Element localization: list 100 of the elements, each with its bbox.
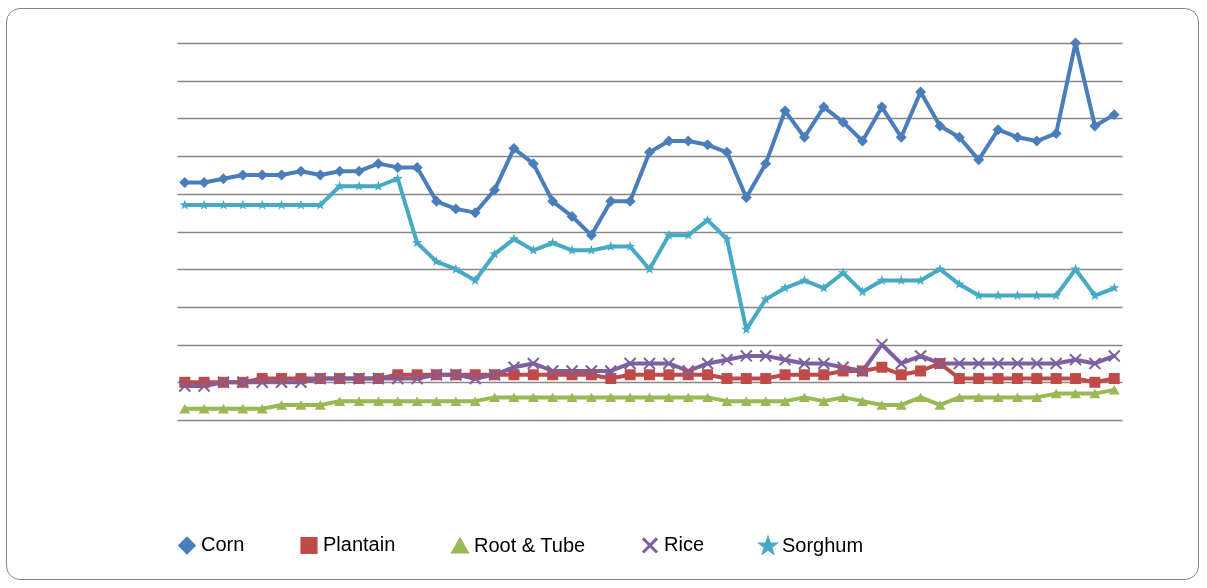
point [643,356,656,370]
point [876,361,888,373]
point [701,356,715,370]
point [1070,373,1081,385]
point [663,392,675,403]
point [547,392,559,403]
point [992,124,1004,136]
point [759,349,773,363]
point [1109,282,1120,293]
point [837,116,849,128]
point [644,392,655,403]
point [624,392,636,403]
point [584,364,598,378]
point [720,353,734,367]
point [1031,392,1043,403]
point [992,392,1004,403]
point [1089,376,1101,388]
point [895,400,907,410]
point [585,392,597,403]
point [410,372,424,386]
point [934,120,946,132]
point [1030,356,1044,370]
point [683,229,694,240]
point [1010,356,1024,370]
point [644,369,655,381]
point [953,131,965,143]
point [779,396,791,406]
point [547,195,559,207]
point [992,373,1004,385]
point [1108,109,1120,121]
point [915,365,927,377]
point [1070,388,1081,399]
point [1108,385,1120,395]
point [469,207,481,219]
legend-label: Sorghum [782,534,864,557]
point [1089,120,1101,132]
point [275,375,289,389]
point [1049,356,1063,370]
point [973,392,985,403]
point [760,396,772,406]
point [799,275,810,285]
point [721,146,733,158]
legend-label: Plantain [323,533,396,556]
point [256,403,268,414]
point [952,356,966,370]
point [740,192,752,204]
point [876,101,888,113]
point [837,392,849,403]
point [565,364,579,378]
point [334,396,346,406]
point [798,369,810,381]
point [991,356,1005,370]
point [566,392,578,403]
point [953,392,965,403]
point [896,275,907,285]
point [1107,349,1121,363]
point [876,275,888,285]
point [295,165,307,177]
point [546,364,560,378]
point [1011,392,1023,403]
point [953,373,965,385]
point [818,101,830,113]
point [798,131,810,143]
point [857,396,868,406]
point [508,233,520,244]
point [721,373,733,385]
point [314,400,326,410]
point [1012,290,1023,301]
point [702,214,713,225]
point [527,369,539,381]
point [585,229,597,241]
point [644,263,655,274]
legend-label: Corn [201,533,245,556]
point [334,180,345,191]
point [681,364,695,378]
point [604,364,618,378]
point [1031,135,1043,147]
point [547,237,558,248]
point [973,373,985,385]
point [914,349,928,363]
point [836,360,850,374]
point [372,158,384,170]
point [178,379,192,393]
point [489,392,501,403]
point [760,373,772,385]
point [450,396,462,406]
point [605,241,616,252]
point [972,356,986,370]
point [915,392,927,403]
point [702,392,714,403]
point [392,396,404,406]
point [527,158,539,170]
point [702,139,714,151]
point [469,396,481,406]
point [778,353,792,367]
point [431,256,442,267]
point [1050,128,1062,139]
point [798,392,810,403]
point [1031,290,1042,301]
point [197,379,211,393]
